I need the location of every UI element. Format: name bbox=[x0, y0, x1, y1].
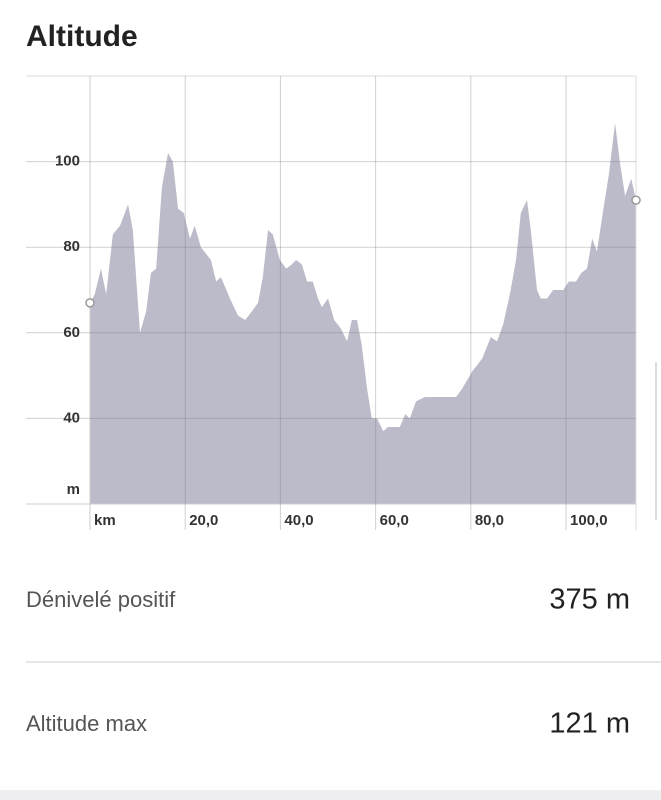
title: Altitude bbox=[26, 20, 138, 53]
x-tick-label: 100,0 bbox=[570, 512, 608, 529]
endpoint bbox=[85, 298, 95, 308]
stat-value: 121 m bbox=[549, 708, 630, 740]
y-tick-label: 100 bbox=[55, 153, 80, 170]
footer-strip bbox=[0, 790, 661, 800]
stat-label: Altitude max bbox=[26, 711, 147, 736]
y-tick-label: 80 bbox=[63, 238, 80, 255]
endpoint bbox=[631, 195, 641, 205]
y-tick-label: 40 bbox=[63, 409, 80, 426]
stat-label: Dénivelé positif bbox=[26, 587, 176, 612]
area bbox=[90, 123, 636, 504]
x-tick-label: 20,0 bbox=[189, 512, 218, 529]
x-tick-label: 80,0 bbox=[475, 512, 504, 529]
x-tick-label: 40,0 bbox=[284, 512, 313, 529]
stat-value: 375 m bbox=[549, 584, 630, 616]
y-tick-label: 60 bbox=[63, 324, 80, 341]
x-axis-label: km bbox=[94, 512, 116, 529]
x-tick-label: 60,0 bbox=[380, 512, 409, 529]
y-axis-label: m bbox=[67, 481, 80, 498]
